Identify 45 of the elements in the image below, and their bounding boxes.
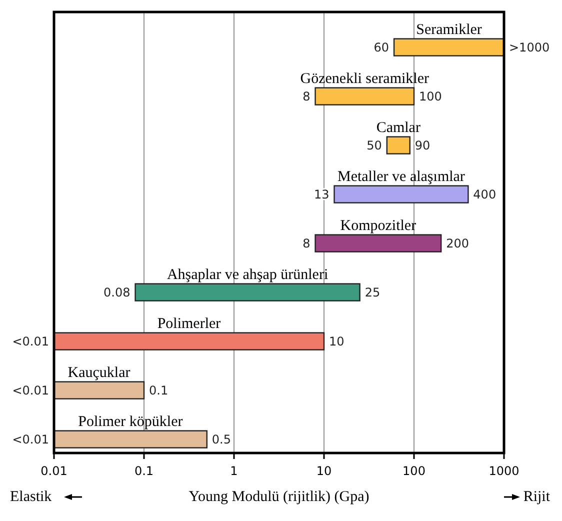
annotation: <0.01 bbox=[12, 334, 49, 348]
bar bbox=[393, 38, 505, 56]
x-tick-label: 0.1 bbox=[134, 464, 154, 478]
x-tick-label: 1 bbox=[230, 464, 238, 478]
y-tick-label: Polimer köpükler bbox=[78, 414, 183, 430]
y-tick-label: Seramikler bbox=[416, 22, 482, 38]
annotation: 100 bbox=[419, 89, 442, 104]
annotation: 90 bbox=[414, 138, 430, 152]
annotation: 0.1 bbox=[149, 383, 168, 398]
bar bbox=[334, 185, 469, 204]
bar bbox=[386, 136, 410, 154]
annotation: 200 bbox=[446, 236, 469, 250]
x-tick-label: 100 bbox=[402, 464, 426, 478]
annotation: 8 bbox=[302, 89, 310, 104]
annotation: 60 bbox=[374, 40, 390, 54]
annotation: <0.01 bbox=[12, 383, 49, 398]
annotation: 0.5 bbox=[212, 432, 231, 446]
annotation: 13 bbox=[314, 187, 330, 202]
text: Rijit bbox=[523, 489, 551, 505]
annotation: 0.08 bbox=[104, 285, 130, 300]
annotation: 25 bbox=[364, 285, 380, 300]
annotation: 50 bbox=[366, 138, 382, 152]
y-tick-label: Kauçuklar bbox=[68, 364, 130, 381]
y-tick-label: Metaller ve alaşımlar bbox=[337, 168, 465, 185]
bar bbox=[134, 283, 360, 302]
bar bbox=[53, 381, 145, 400]
x-tick-label: 1000 bbox=[488, 464, 520, 478]
annotation: >1000 bbox=[509, 40, 550, 54]
bar bbox=[314, 87, 415, 106]
y-tick-label: Camlar bbox=[376, 120, 420, 136]
annotation: 10 bbox=[329, 334, 344, 348]
annotation: <0.01 bbox=[12, 432, 49, 446]
bar bbox=[53, 332, 325, 350]
y-tick-label: Kompozitler bbox=[340, 218, 416, 234]
x-tick-label: 10 bbox=[316, 464, 332, 478]
annotation: 400 bbox=[473, 187, 496, 202]
annotation: 8 bbox=[302, 236, 310, 250]
bar bbox=[314, 234, 442, 252]
bar bbox=[53, 430, 208, 448]
x-axis-title: Young Modulü (rijitlik) (Gpa) bbox=[188, 489, 370, 505]
x-tick-label: 0.01 bbox=[40, 464, 68, 478]
text: Elastik bbox=[10, 489, 52, 505]
y-tick-label: Ahşaplar ve ahşap ürünleri bbox=[166, 266, 328, 283]
y-tick-label: Gözenekli seramikler bbox=[300, 70, 429, 87]
y-tick-label: Polimerler bbox=[157, 316, 221, 332]
